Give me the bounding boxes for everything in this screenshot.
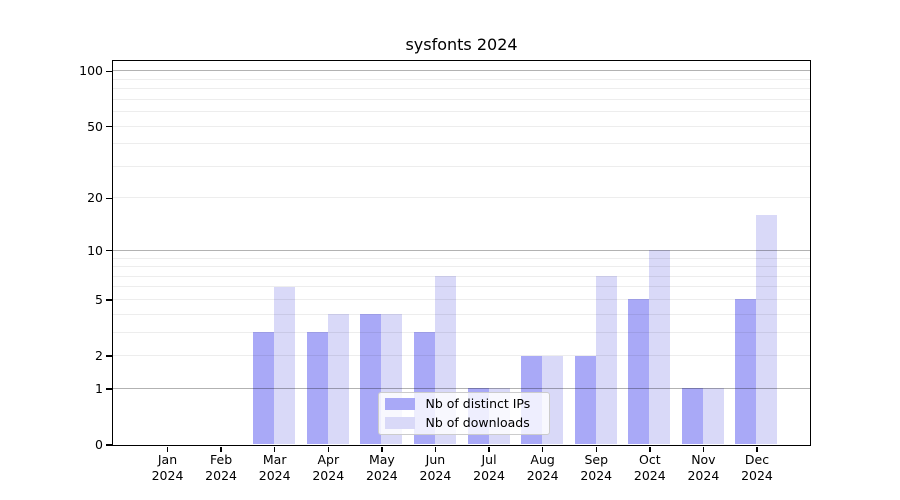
gridline-minor-3	[112, 331, 810, 333]
y-tick-5	[105, 299, 112, 301]
gridline-minor-40	[112, 143, 810, 145]
y-tick-label-5: 5	[95, 291, 103, 307]
y-tick-20	[105, 197, 112, 200]
gridline-major-1	[112, 387, 810, 389]
gridline-major-100	[112, 70, 810, 72]
bar-downloads-apr	[327, 314, 349, 445]
plot-area: Nb of distinct IPs Nb of downloads	[111, 59, 811, 446]
bar-downloads-oct	[649, 250, 671, 445]
x-tick-label-jul: Jul 2024	[473, 452, 505, 483]
legend-item-distinct-ips: Nb of distinct IPs	[384, 396, 543, 411]
x-tick-label-nov: Nov 2024	[687, 452, 720, 483]
bar-distinct_ips-sep	[574, 355, 596, 445]
x-tick-label-may: May 2024	[365, 452, 398, 483]
x-tick-dec	[756, 446, 758, 452]
x-tick-jan	[166, 446, 169, 452]
legend-label-downloads: Nb of downloads	[425, 415, 530, 430]
bar-distinct_ips-nov	[681, 388, 703, 445]
y-tick-0	[105, 444, 112, 446]
x-tick-label-mar: Mar 2024	[258, 452, 291, 483]
x-tick-jul	[488, 446, 490, 452]
bar-distinct_ips-oct	[628, 299, 650, 445]
gridline-minor-4	[112, 313, 810, 315]
x-tick-label-aug: Aug 2024	[526, 452, 559, 483]
gridline-minor-50	[112, 125, 810, 127]
y-tick-label-2: 2	[95, 348, 103, 364]
y-tick-label-100: 100	[79, 63, 103, 79]
gridline-minor-20	[112, 197, 810, 199]
y-tick-label-10: 10	[87, 242, 103, 258]
gridline-minor-6	[112, 286, 810, 288]
bar-downloads-nov	[702, 388, 724, 445]
y-tick-label-50: 50	[87, 118, 103, 134]
x-tick-label-jun: Jun 2024	[419, 452, 452, 483]
gridline-minor-8	[112, 266, 810, 268]
y-tick-label-1: 1	[95, 380, 103, 396]
legend-item-downloads: Nb of downloads	[384, 415, 543, 430]
x-tick-label-dec: Dec 2024	[741, 452, 773, 483]
y-tick-10	[105, 250, 112, 252]
gridline-minor-9	[112, 257, 810, 259]
x-tick-jun	[434, 446, 437, 452]
bar-distinct_ips-apr	[306, 332, 328, 445]
x-tick-label-feb: Feb 2024	[205, 452, 237, 483]
y-tick-50	[105, 125, 112, 128]
bar-distinct_ips-may	[360, 314, 382, 445]
legend: Nb of distinct IPs Nb of downloads	[377, 391, 550, 435]
gridline-minor-2	[112, 355, 810, 357]
x-tick-apr	[327, 446, 329, 452]
x-tick-oct	[649, 446, 651, 452]
y-tick-1	[105, 388, 112, 390]
x-tick-feb	[220, 446, 222, 452]
gridline-minor-7	[112, 275, 810, 277]
x-tick-mar	[273, 446, 276, 452]
bar-downloads-dec	[756, 215, 778, 445]
legend-swatch-distinct-ips-icon	[384, 397, 415, 410]
x-tick-label-oct: Oct 2024	[633, 452, 666, 483]
x-tick-aug	[541, 446, 544, 452]
y-tick-100	[105, 70, 112, 72]
bar-downloads-mar	[274, 286, 296, 445]
gridline-minor-30	[112, 165, 810, 167]
gridline-minor-60	[112, 111, 810, 113]
x-tick-sep	[595, 446, 597, 452]
gridline-minor-5	[112, 298, 810, 300]
gridline-minor-70	[112, 98, 810, 100]
legend-label-distinct-ips: Nb of distinct IPs	[425, 396, 531, 411]
x-tick-may	[381, 446, 383, 452]
gridline-minor-90	[112, 78, 810, 80]
bar-downloads-sep	[595, 276, 617, 445]
bar-distinct_ips-mar	[253, 332, 275, 445]
x-tick-label-sep: Sep 2024	[580, 452, 613, 483]
x-tick-label-apr: Apr 2024	[312, 452, 345, 483]
legend-swatch-downloads-icon	[384, 416, 415, 429]
y-tick-2	[105, 355, 112, 357]
y-tick-label-0: 0	[95, 437, 103, 452]
gridline-major-10	[112, 249, 810, 251]
gridline-minor-80	[112, 88, 810, 90]
y-tick-label-20: 20	[87, 190, 103, 206]
chart-title: sysfonts 2024	[405, 35, 518, 54]
x-tick-label-jan: Jan 2024	[151, 452, 184, 483]
bar-distinct_ips-dec	[735, 299, 757, 445]
x-tick-nov	[702, 446, 705, 452]
